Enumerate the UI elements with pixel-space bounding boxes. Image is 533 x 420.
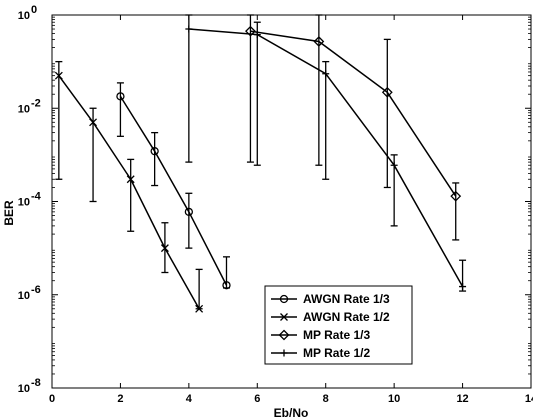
y-tick-label: 10 bbox=[18, 197, 30, 209]
y-tick-exponent: 0 bbox=[31, 4, 37, 16]
circle-marker bbox=[150, 147, 159, 156]
legend-label: MP Rate 1/3 bbox=[303, 328, 370, 342]
plus-marker bbox=[253, 31, 261, 39]
diamond-marker bbox=[313, 36, 325, 47]
x-marker bbox=[280, 313, 288, 321]
circle-marker bbox=[116, 92, 125, 101]
x-tick-label: 14 bbox=[525, 393, 533, 405]
x-tick-label: 2 bbox=[117, 393, 123, 405]
legend-item: MP Rate 1/2 bbox=[271, 346, 370, 360]
x-tick-label: 4 bbox=[186, 393, 193, 405]
plus-marker bbox=[459, 283, 467, 291]
y-tick-exponent: -6 bbox=[31, 284, 41, 296]
circle-marker bbox=[184, 207, 194, 216]
circle-marker bbox=[279, 294, 289, 304]
legend-item: AWGN Rate 1/3 bbox=[271, 292, 390, 306]
y-tick-label: 10 bbox=[18, 290, 30, 302]
series-3 bbox=[245, 14, 462, 241]
plus-marker bbox=[185, 25, 193, 33]
y-axis-label: BER bbox=[2, 200, 16, 226]
series-line bbox=[250, 30, 457, 197]
legend-label: AWGN Rate 1/3 bbox=[303, 292, 390, 306]
legend: AWGN Rate 1/3 AWGN Rate 1/2 MP Rate 1/3 MP … bbox=[264, 285, 413, 365]
x-tick-label: 12 bbox=[456, 393, 468, 405]
x-tick-label: 10 bbox=[388, 393, 400, 405]
diamond-marker bbox=[450, 190, 462, 202]
diamond-marker bbox=[381, 86, 393, 98]
diamond-marker bbox=[245, 25, 256, 37]
legend-item: AWGN Rate 1/2 bbox=[271, 310, 390, 324]
plus-marker bbox=[280, 349, 288, 357]
x-tick-label: 0 bbox=[49, 393, 55, 405]
series-1 bbox=[116, 82, 231, 290]
y-tick-exponent: -8 bbox=[31, 377, 41, 389]
x-tick-label: 8 bbox=[323, 393, 329, 405]
y-tick-exponent: -2 bbox=[31, 97, 41, 109]
series-line bbox=[119, 95, 228, 286]
circle-marker bbox=[222, 281, 231, 290]
legend-label: MP Rate 1/2 bbox=[303, 346, 370, 360]
y-tick-label: 10 bbox=[18, 103, 30, 115]
legend-label: AWGN Rate 1/2 bbox=[303, 310, 390, 324]
plus-marker bbox=[390, 161, 398, 169]
legend-item: MP Rate 1/3 bbox=[271, 328, 370, 342]
plus-marker bbox=[322, 70, 330, 78]
x-tick-label: 6 bbox=[254, 393, 260, 405]
y-tick-label: 10 bbox=[18, 383, 30, 395]
y-tick-exponent: -4 bbox=[31, 191, 42, 203]
x-axis-label: Eb/No bbox=[274, 406, 309, 420]
diamond-marker bbox=[278, 329, 290, 341]
error-bars-extra bbox=[55, 60, 203, 310]
y-tick-label: 10 bbox=[18, 10, 30, 22]
series-4 bbox=[185, 14, 467, 292]
